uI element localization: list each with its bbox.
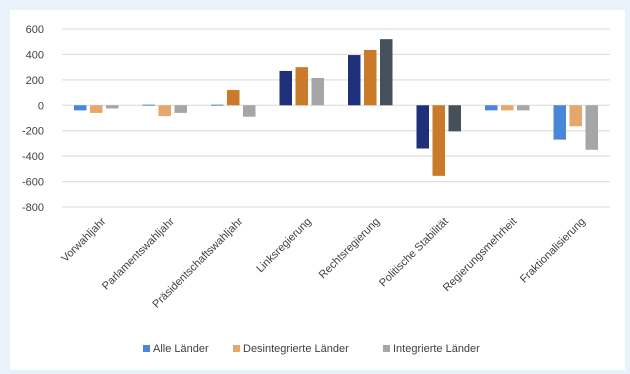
x-axis-categories: VorwahljahrParlamentswahljahrPräsidentsc…: [59, 215, 588, 310]
y-tick-label: 600: [26, 24, 44, 36]
bar-präsidentschaftswahljahr-series-0: [211, 104, 224, 106]
y-tick-label: -200: [22, 126, 44, 138]
y-tick-label: 0: [38, 100, 44, 112]
legend-swatch: [143, 345, 150, 352]
bar-präsidentschaftswahljahr-series-1: [227, 90, 240, 106]
bar-regierungsmehrheit-series-2: [517, 105, 530, 111]
y-axis-ticks: 600 400 200 0 -200 -400 -600 -800: [22, 24, 44, 214]
bar-fraktionalisierung-series-2: [585, 105, 598, 150]
bar-fraktionalisierung-series-0: [553, 105, 566, 140]
bars: [74, 39, 598, 176]
bar-präsidentschaftswahljahr-series-2: [243, 105, 256, 117]
bar-parlamentswahljahr-series-0: [142, 104, 155, 106]
legend-swatch: [233, 345, 240, 352]
y-tick-label: 200: [26, 75, 44, 87]
chart-container: 600 400 200 0 -200 -400 -600 -800 Vorwahljahr Pa…: [10, 10, 625, 370]
bar-fraktionalisierung-series-1: [569, 105, 582, 127]
category-label: Rechtsregierung: [317, 216, 383, 282]
bar-linksregierung-series-1: [295, 67, 308, 106]
bar-rechtsregierung-series-0: [348, 55, 361, 106]
bar-parlamentswahljahr-series-1: [158, 105, 171, 117]
category-label: Regierungsmehrheit: [441, 216, 520, 295]
legend-label: Desintegrierte Länder: [243, 343, 349, 355]
category-label: Vorwahljahr: [59, 215, 108, 264]
bar-linksregierung-series-2: [311, 77, 324, 106]
bar-vorwahljahr-series-0: [74, 105, 87, 111]
category-label: Linksregierung: [254, 216, 314, 276]
grid-lines: [62, 28, 610, 208]
category-label: Politische Stabilität: [377, 216, 451, 290]
bar-politische-stabilität-series-1: [432, 105, 445, 176]
bar-vorwahljahr-series-2: [106, 105, 119, 109]
bar-regierungsmehrheit-series-1: [501, 105, 514, 111]
legend-swatch: [383, 345, 390, 352]
bar-politische-stabilität-series-0: [416, 105, 429, 149]
bar-rechtsregierung-series-2: [380, 39, 393, 106]
legend-label: Alle Länder: [153, 343, 209, 355]
bar-chart: 600 400 200 0 -200 -400 -600 -800 VorwahljahrPa…: [22, 24, 610, 355]
bar-rechtsregierung-series-1: [364, 49, 377, 106]
legend: Alle Länder Desintegrierte Länder Integrie…: [143, 343, 480, 355]
category-label: Fraktionalisierung: [518, 216, 588, 286]
legend-label: Integrierte Länder: [393, 343, 480, 355]
bar-linksregierung-series-0: [279, 70, 292, 106]
y-tick-label: -400: [22, 151, 44, 163]
bar-parlamentswahljahr-series-2: [174, 105, 187, 113]
y-tick-label: -800: [22, 202, 44, 214]
y-tick-label: -600: [22, 177, 44, 189]
bar-politische-stabilität-series-2: [448, 105, 461, 132]
bar-regierungsmehrheit-series-0: [485, 105, 498, 111]
category-label: Parlamentswahljahr: [100, 215, 177, 292]
bar-vorwahljahr-series-1: [90, 105, 103, 113]
y-tick-label: 400: [26, 49, 44, 61]
